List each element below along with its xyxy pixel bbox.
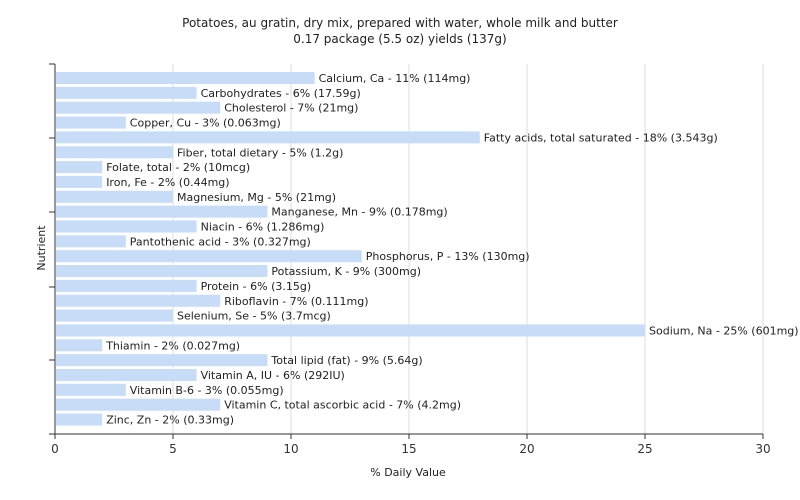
bar-label: Selenium, Se - 5% (3.7mcg) xyxy=(177,310,331,323)
bar xyxy=(56,190,173,203)
bar xyxy=(56,86,197,99)
bar-label: Riboflavin - 7% (0.111mg) xyxy=(224,295,368,308)
bar xyxy=(56,279,197,292)
bar xyxy=(56,309,173,322)
bar xyxy=(56,175,103,188)
chart-title-block: Potatoes, au gratin, dry mix, prepared w… xyxy=(0,15,800,47)
bar xyxy=(56,339,103,352)
bar-label: Cholesterol - 7% (21mg) xyxy=(224,102,358,115)
bar-label: Vitamin B-6 - 3% (0.055mg) xyxy=(130,384,284,397)
bar-labels: Calcium, Ca - 11% (114mg) Carbohydrates -… xyxy=(105,72,798,427)
bar xyxy=(56,413,103,426)
bar xyxy=(56,116,126,129)
bar-label: Potassium, K - 9% (300mg) xyxy=(271,265,421,278)
bar-label: Fiber, total dietary - 5% (1.2g) xyxy=(177,146,343,159)
bar xyxy=(56,354,268,367)
bar-label: Niacin - 6% (1.286mg) xyxy=(201,221,325,234)
bar-label: Magnesium, Mg - 5% (21mg) xyxy=(177,191,336,204)
bar-label: Manganese, Mn - 9% (0.178mg) xyxy=(271,206,447,219)
bar-label: Calcium, Ca - 11% (114mg) xyxy=(319,72,471,85)
bar xyxy=(56,294,221,307)
x-tick-label: 0 xyxy=(51,442,59,456)
gridlines xyxy=(172,64,764,434)
bar-label: Folate, total - 2% (10mcg) xyxy=(106,161,250,174)
bar xyxy=(56,383,126,396)
bar xyxy=(56,146,173,159)
x-tick-label: 10 xyxy=(283,442,298,456)
bar-label: Fatty acids, total saturated - 18% (3.54… xyxy=(484,131,718,144)
bar xyxy=(56,265,268,278)
chart-title: Potatoes, au gratin, dry mix, prepared w… xyxy=(182,16,618,30)
bar xyxy=(56,220,197,233)
bar-label: Thiamin - 2% (0.027mg) xyxy=(105,339,240,352)
bar xyxy=(56,369,197,381)
bar xyxy=(56,72,315,84)
x-tick-label: 30 xyxy=(755,442,770,456)
bar-label: Vitamin A, IU - 6% (292IU) xyxy=(201,369,345,382)
bar-label: Carbohydrates - 6% (17.59g) xyxy=(201,87,361,100)
x-tick-label: 15 xyxy=(401,442,416,456)
bar xyxy=(56,205,268,218)
x-tick-label: 5 xyxy=(169,442,177,456)
axes xyxy=(49,63,764,439)
bar xyxy=(56,101,221,114)
bar-label: Phosphorus, P - 13% (130mg) xyxy=(366,250,530,263)
bars xyxy=(56,72,645,426)
bar-label: Iron, Fe - 2% (0.44mg) xyxy=(106,176,229,189)
bar-label: Total lipid (fat) - 9% (5.64g) xyxy=(270,354,422,367)
bar-label: Pantothenic acid - 3% (0.327mg) xyxy=(130,235,311,248)
bar-label: Sodium, Na - 25% (601mg) xyxy=(649,324,799,337)
bar xyxy=(56,324,645,337)
bar xyxy=(56,250,362,263)
bar xyxy=(56,398,221,411)
bar xyxy=(56,131,480,144)
bar xyxy=(56,235,126,248)
bar-label: Vitamin C, total ascorbic acid - 7% (4.2… xyxy=(224,399,461,412)
x-tick-label: 25 xyxy=(637,442,652,456)
chart-subtitle: 0.17 package (5.5 oz) yields (137g) xyxy=(293,32,507,46)
y-axis-title: Nutrient xyxy=(35,225,48,271)
bar-label: Copper, Cu - 3% (0.063mg) xyxy=(130,117,281,130)
x-tick-label: 20 xyxy=(519,442,534,456)
bar-label: Zinc, Zn - 2% (0.33mg) xyxy=(106,414,234,427)
x-tick-labels: 0 5 10 15 20 25 30 xyxy=(51,442,770,456)
bar xyxy=(56,161,103,174)
bar-label: Protein - 6% (3.15g) xyxy=(201,280,312,293)
x-axis-title: % Daily Value xyxy=(370,466,446,479)
